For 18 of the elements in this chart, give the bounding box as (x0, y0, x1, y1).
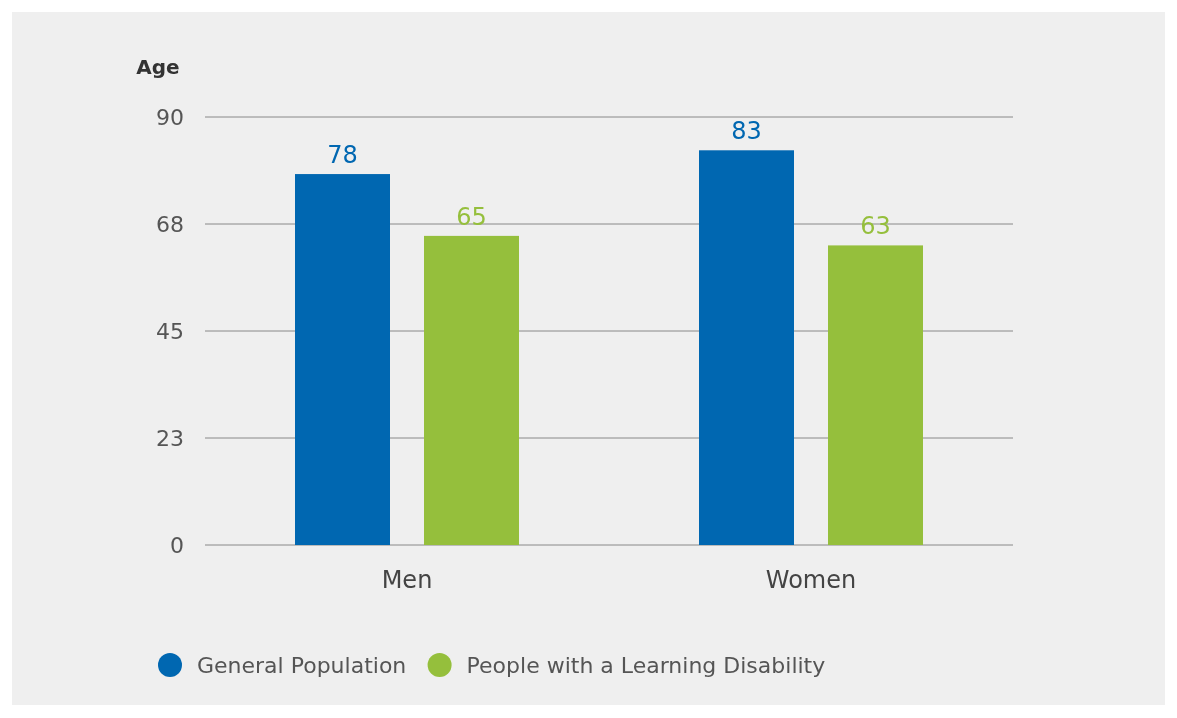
data-label: 83 (731, 117, 762, 146)
legend-label: General Population (197, 653, 407, 678)
data-label: 78 (327, 141, 358, 170)
y-tick-label: 23 (156, 426, 184, 451)
y-axis-title: Age (136, 55, 180, 79)
y-tick-label: 45 (156, 319, 184, 344)
x-tick-label: Women (765, 566, 857, 594)
y-tick-label: 0 (170, 533, 184, 558)
bar (424, 235, 519, 545)
bar (295, 174, 390, 545)
x-tick-label: Men (381, 566, 433, 594)
bar (699, 150, 794, 545)
data-label: 63 (860, 212, 891, 241)
y-tick-label: 90 (156, 105, 184, 130)
legend-label: People with a Learning Disability (466, 653, 826, 678)
y-tick-label: 68 (156, 212, 184, 237)
data-label: 65 (456, 202, 487, 231)
bar (828, 245, 923, 545)
